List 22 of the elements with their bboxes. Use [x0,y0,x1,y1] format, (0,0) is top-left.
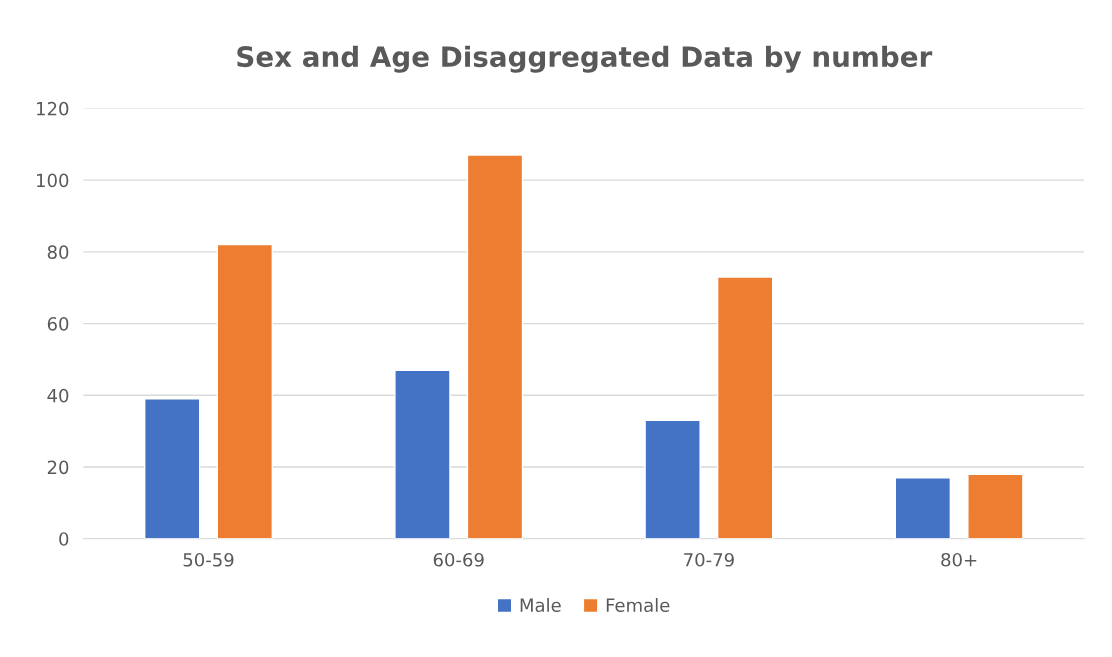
y-tick-label: 60 [47,317,69,331]
bar [716,276,774,539]
legend-label: Female [606,598,670,612]
y-tick-label: 100 [37,173,69,188]
chart-title: Sex and Age Disaggregated Data by number [237,45,933,73]
bar [216,243,273,539]
y-tick-label: 80 [47,245,69,259]
y-tick-label: 40 [47,388,69,403]
x-tick-label: 70-79 [684,552,734,567]
x-tick-label: 60-69 [433,552,484,567]
legend-label: Male [520,598,561,612]
x-tick-label: 50-59 [183,552,234,567]
bar [967,473,1024,539]
y-tick-label: 20 [47,460,69,475]
bar [466,154,524,539]
bar [894,477,952,539]
bar [144,398,201,539]
bar [644,419,701,539]
y-tick-label: 120 [37,101,69,116]
x-tick-label: 80+ [941,552,977,567]
y-tick-label: 0 [59,532,69,546]
bar [394,369,451,539]
